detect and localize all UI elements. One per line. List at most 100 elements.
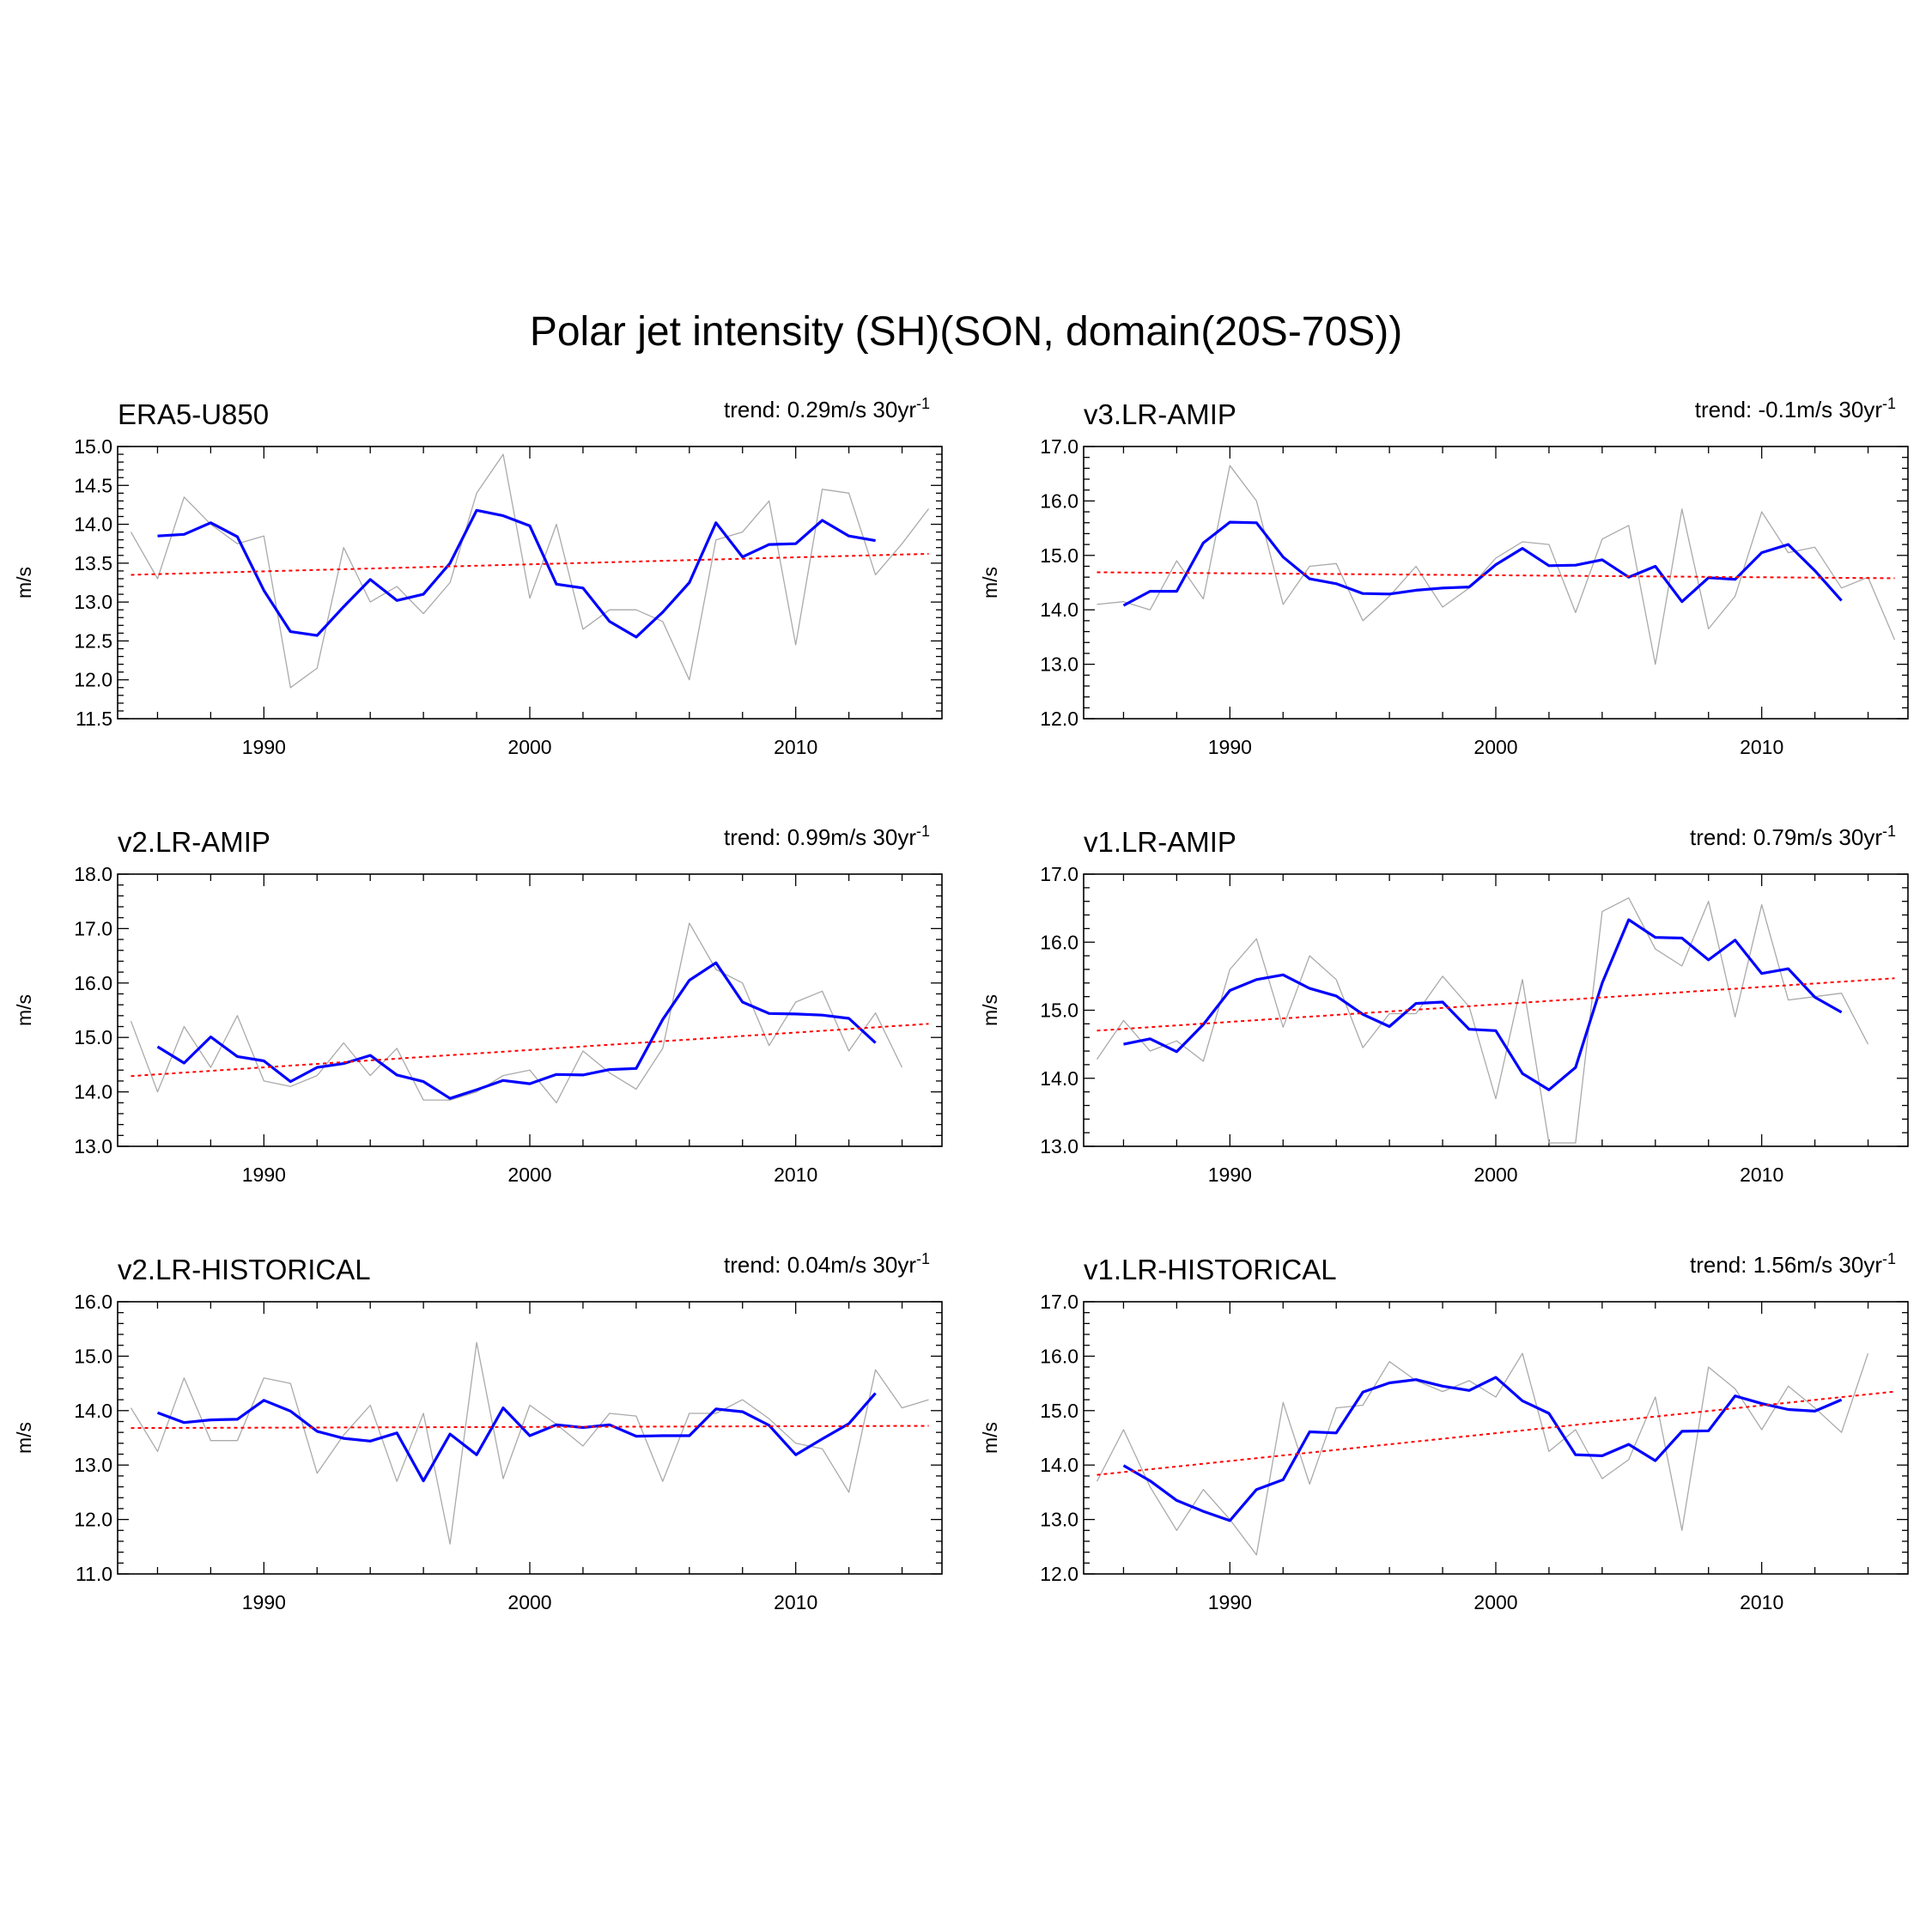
y-tick-label: 13.5	[74, 552, 112, 574]
x-tick-label: 2010	[774, 736, 817, 758]
y-tick-label: 14.0	[1040, 1067, 1078, 1090]
y-tick-label: 14.0	[1040, 1454, 1078, 1476]
y-tick-label: 14.0	[74, 513, 112, 536]
plot-frame	[1083, 873, 1909, 1147]
y-axis-label: m/s	[13, 994, 35, 1026]
trend-line	[131, 552, 929, 576]
smoothed-series-line	[157, 508, 876, 639]
trend-exponent: -1	[916, 1250, 930, 1267]
x-tick-label: 2000	[507, 1163, 551, 1186]
trend-exponent: -1	[1882, 823, 1896, 840]
y-tick-label: 13.0	[74, 591, 112, 613]
trend-line	[1097, 977, 1895, 1032]
trend-label: trend: 0.04m/s 30yr-1	[724, 1250, 930, 1278]
y-tick-label: 13.0	[1040, 1135, 1078, 1157]
y-tick-label: 14.0	[74, 1400, 112, 1422]
x-tick-label: 2000	[507, 736, 551, 758]
x-tick-label: 2000	[1473, 1163, 1517, 1186]
panel-title: v1.LR-HISTORICAL	[1084, 1254, 1337, 1285]
panel-grid: ERA5-U850 trend: 0.29m/s 30yr-111.512.012…	[13, 395, 1909, 1613]
x-tick-label: 1990	[242, 1163, 286, 1186]
panel-title: v1.LR-AMIP	[1084, 826, 1236, 858]
y-tick-label: 16.0	[1040, 489, 1078, 512]
x-tick-label: 2010	[1740, 1163, 1783, 1186]
chart-panel: v3.LR-AMIP trend: -0.1m/s 30yr-1 12.0 13.0 1…	[979, 395, 1909, 758]
y-tick-label: 11.5	[76, 708, 112, 730]
y-tick-label: 15.0	[1040, 544, 1078, 567]
chart-panel: v2.LR-HISTORICAL trend: 0.04m/s 30yr-1 11.…	[13, 1250, 943, 1613]
x-tick-label: 1990	[242, 1591, 286, 1613]
trend-exponent: -1	[1882, 1250, 1896, 1267]
trend-label: trend: 0.99m/s 30yr-1	[724, 823, 930, 850]
y-tick-label: 15.0	[1040, 1400, 1078, 1422]
chart-panel: ERA5-U850 trend: 0.29m/s 30yr-1 11.5 12.0 12…	[13, 395, 943, 758]
trend-value: trend: -0.1m/s 30yr	[1695, 397, 1883, 422]
annual-series-line	[130, 453, 930, 689]
x-tick-label: 1990	[1208, 1591, 1252, 1613]
smoothed-series-line	[1122, 1376, 1843, 1522]
trend-value: trend: 0.29m/s 30yr	[724, 397, 916, 422]
trend-value: trend: 0.04m/s 30yr	[724, 1252, 916, 1278]
y-tick-label: 18.0	[74, 863, 112, 885]
x-tick-label: 2010	[774, 1163, 817, 1186]
plot-frame	[1083, 446, 1909, 720]
y-tick-label: 13.0	[1040, 1509, 1078, 1531]
panel-title: v3.LR-AMIP	[1084, 398, 1236, 430]
x-tick-label: 2010	[1740, 736, 1783, 758]
annual-series-line	[130, 922, 903, 1103]
trend-exponent: -1	[916, 823, 930, 840]
y-tick-label: 16.0	[1040, 931, 1078, 953]
trend-line	[1097, 571, 1895, 580]
y-tick-label: 16.0	[74, 1291, 112, 1313]
y-axis-label: m/s	[979, 994, 1001, 1026]
smoothed-series-line	[1123, 918, 1843, 1091]
y-tick-label: 17.0	[1040, 435, 1078, 458]
y-tick-label: 15.0	[1040, 999, 1078, 1022]
figure-title: Polar jet intensity (SH)(SON, domain(20S…	[530, 309, 1402, 355]
y-tick-label: 15.0	[74, 1026, 112, 1048]
trend-line	[131, 1425, 929, 1430]
smoothed-series-line	[1122, 520, 1843, 607]
plot-frame	[117, 446, 943, 720]
annual-series-line	[1096, 1352, 1869, 1556]
trend-line	[131, 1023, 929, 1078]
trend-value: trend: 0.99m/s 30yr	[724, 824, 916, 850]
chart-panel: v1.LR-AMIP trend: 0.79m/s 30yr-1 13.0 14.0 1…	[979, 823, 1909, 1186]
trend-line	[1097, 1390, 1895, 1476]
y-tick-label: 12.0	[1040, 1563, 1078, 1585]
x-tick-label: 2000	[1473, 1591, 1517, 1613]
x-tick-label: 2000	[507, 1591, 551, 1613]
plot-frame	[117, 1301, 943, 1575]
y-tick-label: 14.0	[1040, 598, 1078, 621]
x-tick-label: 2010	[1740, 1591, 1783, 1613]
y-tick-label: 11.0	[76, 1563, 112, 1585]
y-tick-label: 12.0	[74, 1509, 112, 1531]
y-tick-label: 12.0	[1040, 708, 1078, 730]
y-axis-label: m/s	[13, 1422, 35, 1454]
x-tick-label: 2010	[774, 1591, 817, 1613]
y-tick-label: 17.0	[1040, 863, 1078, 885]
y-tick-label: 15.0	[74, 435, 112, 458]
plot-frame	[1083, 1301, 1909, 1575]
panel-title: v2.LR-AMIP	[118, 826, 270, 858]
y-tick-label: 16.0	[1040, 1345, 1078, 1367]
trend-value: trend: 1.56m/s 30yr	[1690, 1252, 1882, 1278]
annual-series-line	[130, 1341, 929, 1545]
x-tick-label: 2000	[1473, 736, 1517, 758]
y-axis-label: m/s	[979, 567, 1001, 598]
panel-title: v2.LR-HISTORICAL	[118, 1254, 371, 1285]
plot-frame	[117, 873, 943, 1147]
smoothed-series-line	[156, 961, 877, 1100]
y-tick-label: 12.5	[74, 629, 112, 652]
y-tick-label: 13.0	[1040, 653, 1078, 676]
trend-exponent: -1	[1882, 395, 1896, 412]
y-axis-label: m/s	[979, 1422, 1001, 1454]
chart-panel: v2.LR-AMIP trend: 0.99m/s 30yr-1 13.0 14.0 1…	[13, 823, 943, 1186]
annual-series-line	[1096, 897, 1869, 1144]
trend-exponent: -1	[916, 395, 930, 412]
y-tick-label: 13.0	[74, 1454, 112, 1476]
y-tick-label: 15.0	[74, 1345, 112, 1367]
y-tick-label: 12.0	[74, 669, 112, 691]
trend-label: trend: -0.1m/s 30yr-1	[1695, 395, 1896, 422]
